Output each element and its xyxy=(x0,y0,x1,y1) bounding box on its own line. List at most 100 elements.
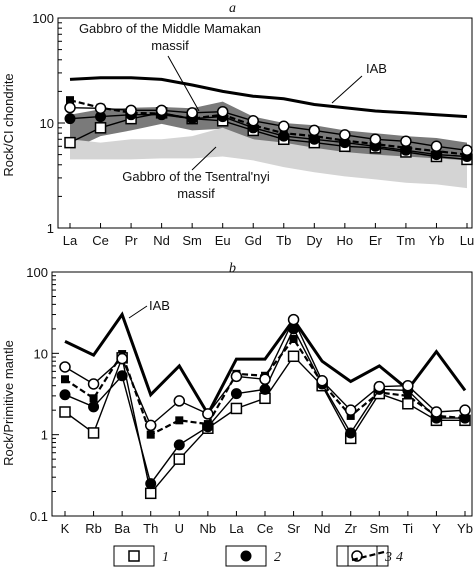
b-xtick-label: La xyxy=(229,521,244,536)
b-series-3-point xyxy=(459,404,471,416)
a-xtick-label: Er xyxy=(369,233,383,248)
panel-a-label: a xyxy=(229,1,236,16)
a-series-2-point xyxy=(64,113,76,125)
b-ytick-label: 1 xyxy=(41,428,48,443)
b-series-1-point xyxy=(402,397,414,410)
a-series-iab-line xyxy=(69,76,468,119)
panel-b-ylabel: Rock/Primitive mantle xyxy=(1,340,16,466)
b-series-3-point xyxy=(230,370,243,383)
a-xtick-label: Gd xyxy=(245,233,262,248)
b-series-3-point xyxy=(259,373,271,386)
b-xtick-label: Nd xyxy=(314,521,331,536)
a-xtick-label: Pr xyxy=(125,233,139,248)
b-series-3-point xyxy=(59,361,71,373)
a-series-2-point xyxy=(278,130,290,142)
a-series-3-point xyxy=(155,104,168,117)
svg-text:Gabbro of the Middle Mamakan: Gabbro of the Middle Mamakan xyxy=(79,21,261,36)
b-series-2-point xyxy=(202,421,214,433)
a-series-3-point xyxy=(247,115,259,127)
a-series-3-point xyxy=(125,104,137,117)
b-xtick-label: U xyxy=(175,521,184,536)
svg-text:Gabbro of the Tsentral'nyi: Gabbro of the Tsentral'nyi xyxy=(122,169,270,184)
b-xtick-label: Ba xyxy=(114,521,131,536)
panel-b-frame xyxy=(51,271,473,517)
b-series-2-point xyxy=(116,370,128,382)
a-ytick-label: 100 xyxy=(32,11,54,26)
legend-label-2: 2 xyxy=(274,550,281,565)
a-xtick-label: Yb xyxy=(429,233,445,248)
b-series-2-point xyxy=(145,478,157,490)
annotation-iab-b: IAB xyxy=(128,298,170,319)
legend-box xyxy=(347,545,389,567)
a-xtick-label: Lu xyxy=(460,233,474,248)
a-series-3-point xyxy=(339,129,351,141)
panel-a-ylabel: Rock/CI chondrite xyxy=(1,73,16,176)
b-xtick-label: Ce xyxy=(257,521,274,536)
b-series-4-point xyxy=(61,375,69,384)
a-xtick-label: Eu xyxy=(215,233,231,248)
b-series-3-point xyxy=(373,380,386,393)
b-series-3-point xyxy=(87,378,100,390)
a-xtick-label: Nd xyxy=(153,233,170,248)
legend-swatch-2 xyxy=(240,550,252,562)
b-series-3-point xyxy=(344,404,357,416)
b-xtick-label: Rb xyxy=(85,521,102,536)
b-series-3-point xyxy=(402,379,414,392)
legend-box xyxy=(225,545,267,567)
a-xtick-label: Tb xyxy=(276,233,291,248)
b-series-4-point xyxy=(146,430,155,439)
b-xtick-label: Ti xyxy=(403,521,413,536)
a-series-3-point xyxy=(216,105,229,118)
b-series-1-point xyxy=(173,453,186,465)
panel-b-label: b xyxy=(229,261,236,276)
svg-text:IAB: IAB xyxy=(366,61,387,76)
legend-swatch-4 xyxy=(351,550,385,562)
b-ytick-label: 100 xyxy=(26,265,48,280)
b-series-1-point xyxy=(59,406,71,418)
legend-label-1: 1 xyxy=(162,550,169,565)
a-ytick-label: 1 xyxy=(47,221,54,236)
b-series-2-point xyxy=(259,383,271,395)
b-series-2-point xyxy=(88,401,100,413)
a-series-3-point xyxy=(369,133,382,146)
b-xtick-label: Sr xyxy=(287,521,301,536)
svg-text:massif: massif xyxy=(151,38,189,53)
b-series-2-point xyxy=(345,427,357,439)
a-xtick-label: Tm xyxy=(397,233,416,248)
b-series-1-point xyxy=(230,402,243,415)
b-ytick-label: 0.1 xyxy=(30,509,48,524)
b-series-3-point xyxy=(144,419,157,432)
a-series-3-point xyxy=(461,144,473,157)
a-series-4-point xyxy=(66,96,74,105)
annotation-middle-mamakan: Gabbro of the Middle Mamakan massif xyxy=(79,21,261,112)
b-series-2-point xyxy=(230,388,242,400)
a-series-3-point xyxy=(278,120,290,133)
b-series-3-point xyxy=(173,395,186,407)
legend-swatch-1 xyxy=(128,550,140,562)
legend-item-1: 1 xyxy=(113,545,169,567)
b-series-2-point xyxy=(173,439,185,451)
a-series-3-point xyxy=(186,107,198,119)
legend-item-2: 2 xyxy=(225,545,281,567)
b-series-4-point xyxy=(89,394,98,403)
annotation-iab-a: IAB xyxy=(331,61,387,104)
legend-item-4: 4 xyxy=(347,545,403,567)
b-series-iab-line xyxy=(64,311,467,417)
a-series-1-point xyxy=(64,136,76,149)
svg-text:IAB: IAB xyxy=(149,298,170,313)
b-xtick-label: Yb xyxy=(457,521,473,536)
a-series-3-point xyxy=(400,135,412,148)
a-xtick-label: Dy xyxy=(306,233,322,248)
b-xtick-label: K xyxy=(61,521,70,536)
a-ytick-label: 10 xyxy=(40,116,54,131)
b-series-1-point xyxy=(87,427,100,439)
a-xtick-label: Sm xyxy=(182,233,202,248)
panel-b: b Rock/Primitive mantle 0.1 1 10 100 K Rb Ba Th… xyxy=(1,261,473,536)
legend-box xyxy=(113,545,155,567)
b-series-1-point xyxy=(287,350,300,363)
b-xtick-label: Sm xyxy=(370,521,390,536)
a-series-1-point xyxy=(94,122,107,134)
b-xtick-label: Th xyxy=(143,521,158,536)
b-series-3-point xyxy=(202,408,214,420)
